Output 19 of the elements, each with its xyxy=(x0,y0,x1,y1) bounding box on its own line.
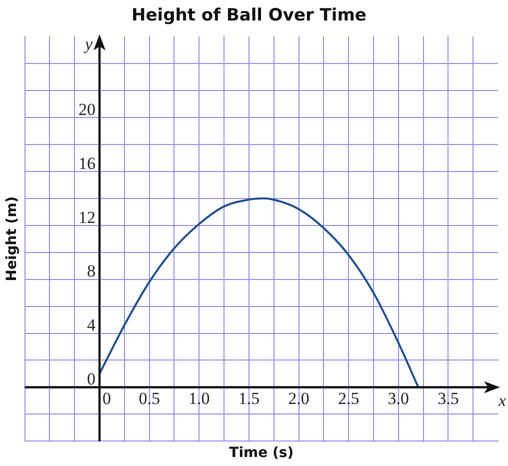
y-tick-label: 0 xyxy=(87,370,96,389)
y-tick-label: 8 xyxy=(87,262,96,281)
x-tick-label: 3.0 xyxy=(388,389,410,408)
x-tick-label: 3.5 xyxy=(438,389,459,408)
y-tick-label: 20 xyxy=(78,100,96,119)
y-axis-title: Height (m) xyxy=(4,196,20,282)
chart-title: Height of Ball Over Time xyxy=(132,6,366,26)
y-tick-label: 4 xyxy=(87,316,96,335)
text: x xyxy=(497,391,506,410)
x-tick-label: 0 xyxy=(102,389,112,408)
y-tick-label: 12 xyxy=(78,208,96,227)
x-tick-label: 2.5 xyxy=(338,389,360,408)
x-tick-label: 0.5 xyxy=(138,389,160,408)
y-tick-label: 16 xyxy=(78,154,96,173)
x-tick-label: 1.5 xyxy=(238,389,260,408)
annotation: y xyxy=(82,34,93,54)
x-axis-title: Time (s) xyxy=(229,445,294,462)
x-tick-label: 2.0 xyxy=(288,389,310,408)
x-tick-label: 1.0 xyxy=(188,389,210,408)
